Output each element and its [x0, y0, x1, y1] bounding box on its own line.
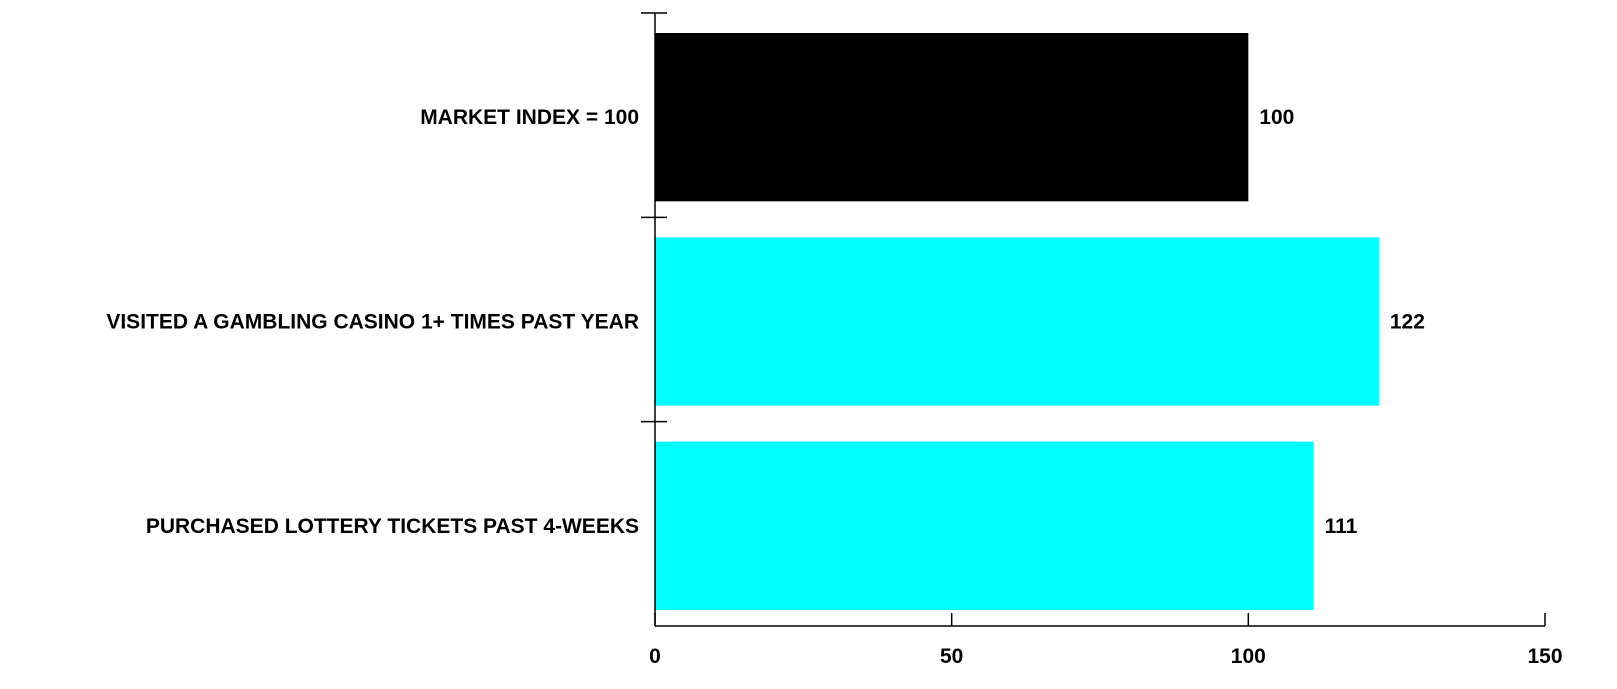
x-tick-label: 100: [1231, 645, 1266, 668]
bars-layer: [655, 33, 1379, 610]
bar: [655, 33, 1249, 202]
x-tick-label: 50: [940, 645, 963, 668]
x-tick-label: 150: [1527, 645, 1562, 668]
category-label: PURCHASED LOTTERY TICKETS PAST 4-WEEKS: [146, 515, 639, 538]
axes-layer: [654, 13, 1545, 627]
x-tick-label: 0: [649, 645, 661, 668]
ticks-layer: [641, 12, 1546, 626]
category-label: VISITED A GAMBLING CASINO 1+ TIMES PAST …: [106, 311, 639, 334]
data-label: 100: [1259, 106, 1294, 129]
data-label: 111: [1325, 515, 1358, 538]
bar: [655, 441, 1314, 610]
data-label: 122: [1390, 311, 1425, 334]
bar: [655, 237, 1379, 406]
labels-layer: MARKET INDEX = 100 100 VISITED A GAMBLING …: [106, 106, 1562, 668]
category-label: MARKET INDEX = 100: [420, 106, 639, 129]
